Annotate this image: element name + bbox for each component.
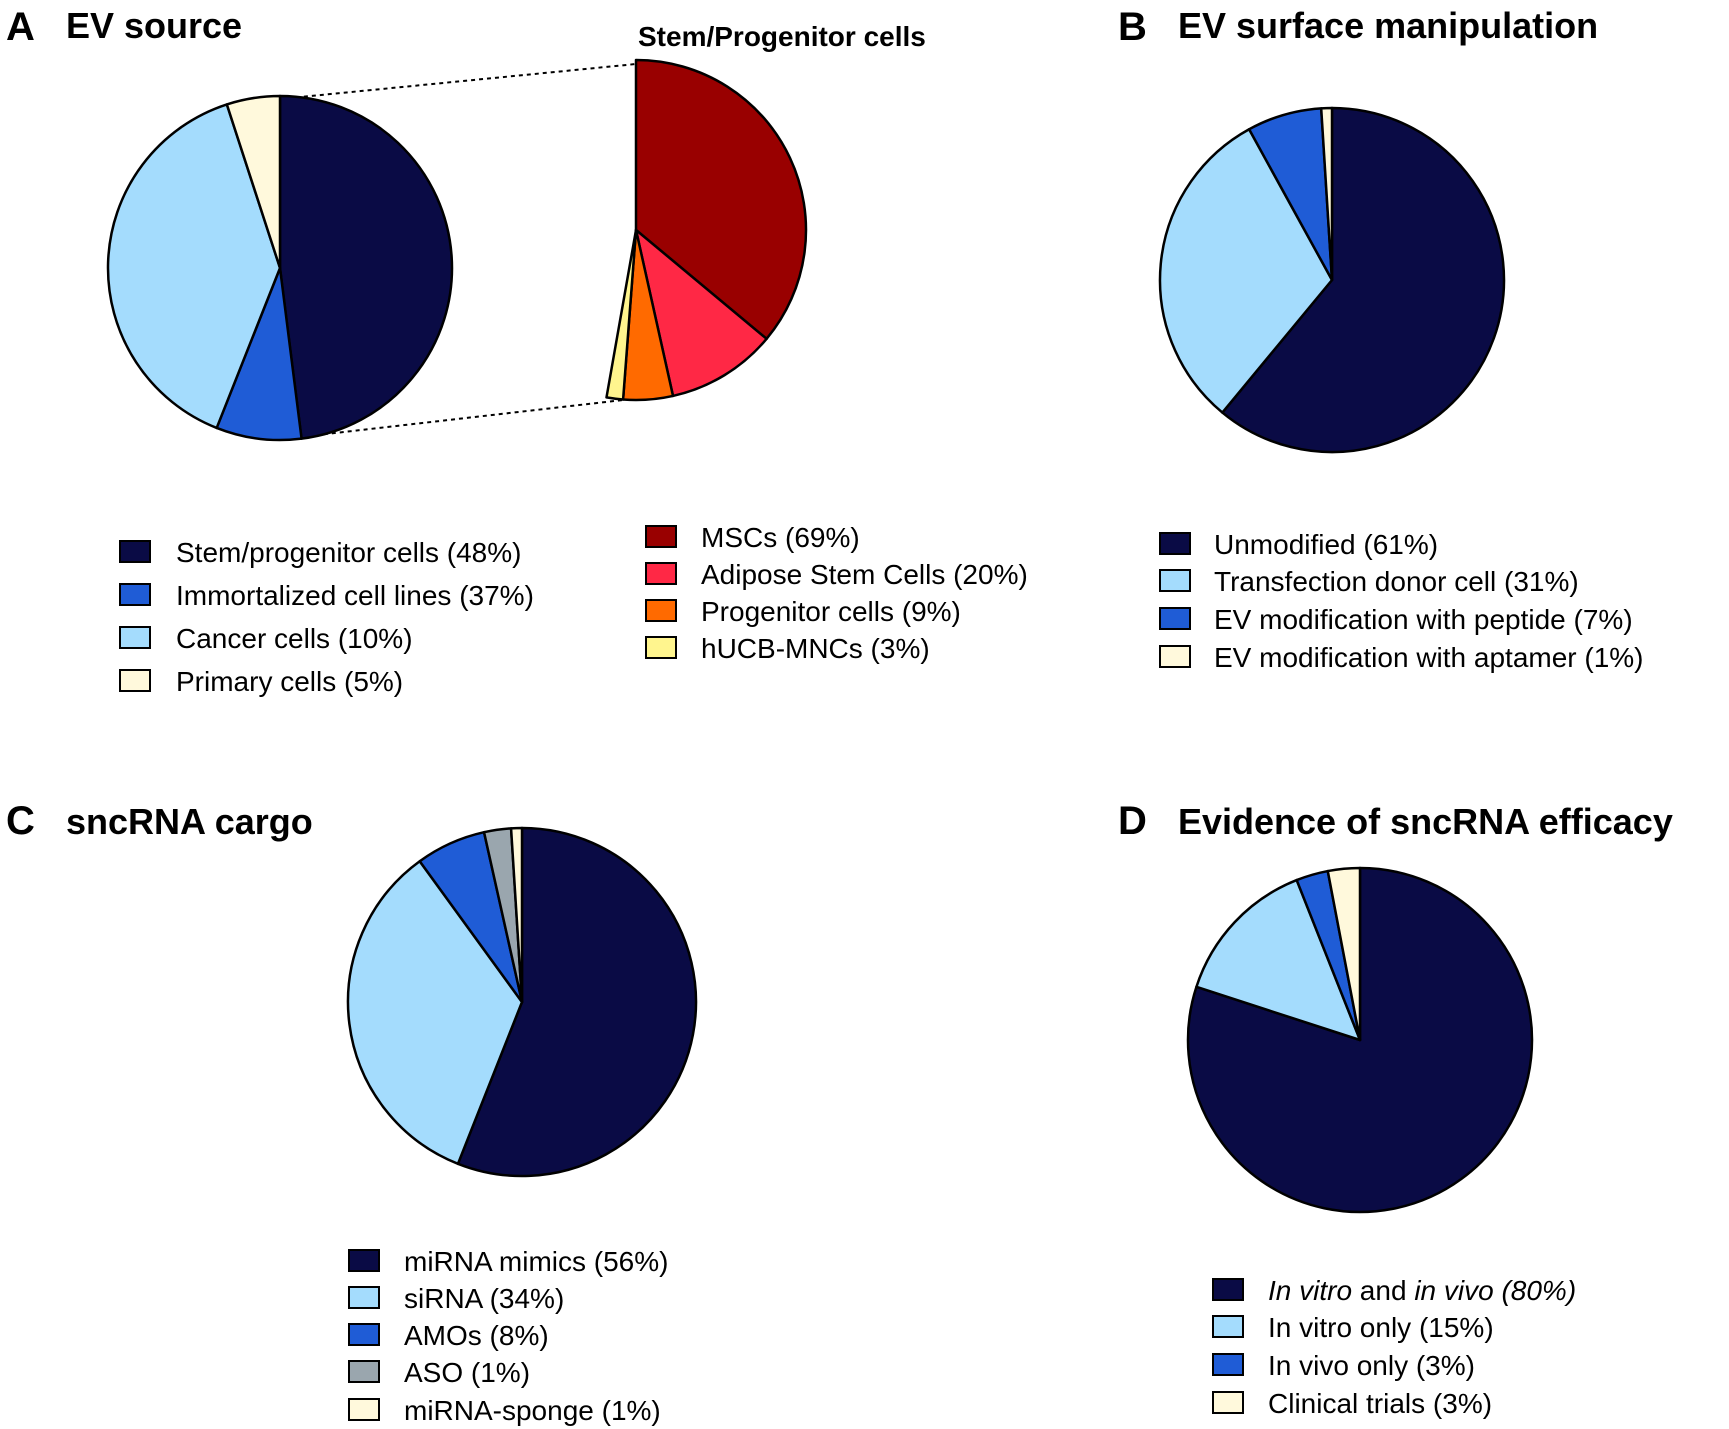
legend-label: EV modification with aptamer (1%): [1214, 642, 1644, 673]
legend-label: Clinical trials (3%): [1268, 1388, 1492, 1419]
connector-line-top: [279, 63, 637, 100]
legend-swatch: [119, 540, 151, 563]
legend-swatch: [119, 583, 151, 606]
legend-swatch: [348, 1360, 380, 1383]
legend-label: Primary cells (5%): [176, 666, 403, 697]
pie-slice: [605, 228, 638, 401]
panel-c-title: sncRNA cargo: [66, 801, 313, 842]
legend-label: miRNA mimics (56%): [404, 1246, 668, 1277]
panel-b-letter: B: [1118, 5, 1147, 49]
pie-slice: [1221, 106, 1506, 454]
pie-slice: [106, 103, 282, 430]
legend-swatch: [1159, 645, 1191, 668]
legend-swatch: [1159, 532, 1191, 555]
legend-c: miRNA mimics (56%) siRNA (34%) AMOs (8%)…: [348, 1246, 668, 1426]
pie-slice: [278, 94, 454, 440]
legend-label: Cancer cells (10%): [176, 623, 413, 654]
legend-a: Stem/progenitor cells (48%) Immortalized…: [119, 537, 534, 697]
legend-swatch: [645, 599, 677, 622]
pie-chart-sncrna-cargo: [346, 826, 698, 1178]
legend-label: AMOs (8%): [404, 1320, 549, 1351]
legend-swatch: [1212, 1353, 1244, 1376]
pie-chart-ev-source: [106, 94, 454, 442]
legend-swatch: [1159, 607, 1191, 630]
pie-slice: [1158, 128, 1334, 414]
pie-slice: [456, 826, 698, 1178]
pie-slice: [1319, 106, 1334, 282]
pie-chart-sncrna-efficacy: [1186, 866, 1534, 1214]
legend-swatch: [348, 1286, 380, 1309]
legend-swatch: [645, 636, 677, 659]
legend-label: siRNA (34%): [404, 1283, 564, 1314]
legend-label-first: In vitro and in vivo (80%): [1268, 1275, 1576, 1306]
panel-a-letter: A: [6, 5, 35, 49]
legend-swatch: [348, 1249, 380, 1272]
legend-label: Immortalized cell lines (37%): [176, 580, 534, 611]
pie-slice: [1195, 878, 1362, 1042]
legend-label: In vitro only (15%): [1268, 1312, 1494, 1343]
legend-a2: MSCs (69%) Adipose Stem Cells (20%) Prog…: [645, 522, 1028, 664]
legend-swatch: [1212, 1278, 1244, 1301]
pie-slice: [509, 826, 524, 1004]
legend-label: ASO (1%): [404, 1357, 530, 1388]
legend-label: Adipose Stem Cells (20%): [701, 559, 1028, 590]
legend-swatch: [645, 525, 677, 548]
legend-label: miRNA-sponge (1%): [404, 1395, 661, 1426]
legend-swatch: [1212, 1315, 1244, 1338]
legend-label: Unmodified (61%): [1214, 529, 1438, 560]
pie-chart-ev-surface: [1158, 106, 1506, 454]
pie-slice: [346, 859, 524, 1166]
legend-swatch: [348, 1398, 380, 1421]
panel-c-letter: C: [6, 799, 35, 843]
legend-swatch: [1159, 569, 1191, 592]
legend-swatch: [645, 562, 677, 585]
legend-label: In vivo only (3%): [1268, 1350, 1475, 1381]
panel-a-title: EV source: [66, 5, 242, 46]
panel-d-letter: D: [1118, 799, 1147, 843]
legend-label: EV modification with peptide (7%): [1214, 604, 1633, 635]
legend-label: Stem/progenitor cells (48%): [176, 537, 521, 568]
pie-slice: [225, 94, 282, 270]
legend-b: Unmodified (61%) Transfection donor cell…: [1159, 529, 1644, 673]
legend-swatch: [119, 669, 151, 692]
legend-swatch: [348, 1323, 380, 1346]
legend-label: Progenitor cells (9%): [701, 596, 961, 627]
legend-label: hUCB-MNCs (3%): [701, 633, 930, 664]
pie-slice: [634, 58, 808, 341]
pie-slice: [634, 228, 768, 398]
pie-slice: [1326, 866, 1362, 1042]
pie-chart-stem-progenitor: [605, 58, 808, 402]
legend-label: Transfection donor cell (31%): [1214, 566, 1579, 597]
panel-b-title: EV surface manipulation: [1178, 5, 1598, 46]
legend-swatch: [1212, 1391, 1244, 1414]
panel-a-subtitle: Stem/Progenitor cells: [638, 21, 926, 52]
legend-swatch: [119, 626, 151, 649]
panel-d-title: Evidence of sncRNA efficacy: [1178, 801, 1673, 842]
legend-label: MSCs (69%): [701, 522, 860, 553]
legend-d: In vitro and in vivo (80%) In vitro only…: [1212, 1275, 1576, 1419]
